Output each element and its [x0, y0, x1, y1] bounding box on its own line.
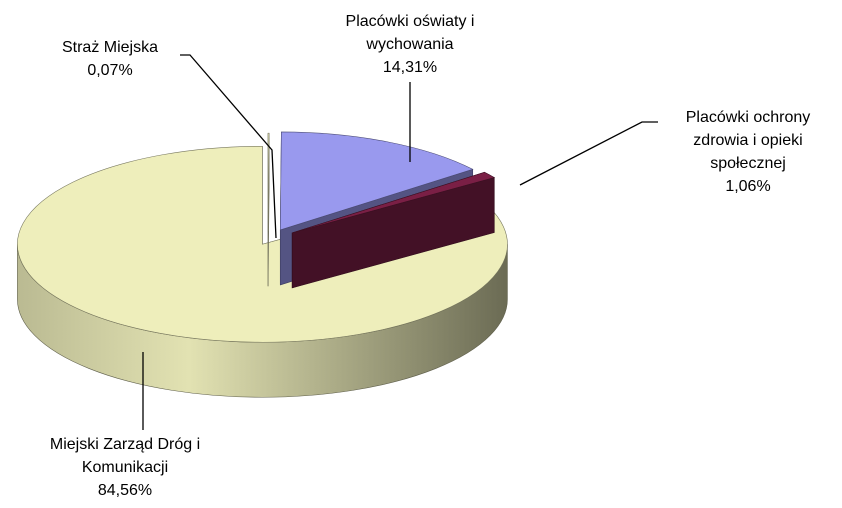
slice-top	[292, 171, 496, 234]
value-label: 84,56%	[98, 482, 152, 499]
category-label: Komunikacji	[82, 459, 168, 476]
slice	[267, 132, 270, 287]
data-label: Placówki oświaty i wychowania 14,31%	[346, 13, 475, 76]
leader-line	[519, 121, 658, 186]
value-label: 0,07%	[87, 62, 132, 79]
slice	[291, 171, 496, 289]
data-label: Straż Miejska 0,07%	[62, 39, 158, 79]
value-label: 14,31%	[383, 59, 437, 76]
category-label: Straż Miejska	[62, 39, 158, 56]
category-label: zdrowia i opieki	[693, 132, 802, 149]
category-label: wychowania	[365, 36, 453, 53]
data-label: Placówki ochrony zdrowia i opieki społeczn…	[686, 109, 811, 195]
category-label: Placówki ochrony	[686, 109, 811, 126]
labels: Straż Miejska 0,07% Placówki oświaty i wych…	[50, 13, 810, 499]
slice-top	[279, 131, 474, 231]
category-label: Placówki oświaty i	[346, 13, 475, 30]
slice-top	[267, 132, 270, 232]
category-label: Miejski Zarząd Dróg i	[50, 436, 200, 453]
category-label: społecznej	[710, 155, 786, 172]
value-label: 1,06%	[725, 178, 770, 195]
leader-line	[180, 54, 277, 239]
slice-top	[17, 145, 508, 343]
pie	[17, 131, 508, 398]
data-label: Miejski Zarząd Dróg i Komunikacji 84,56%	[50, 436, 200, 499]
